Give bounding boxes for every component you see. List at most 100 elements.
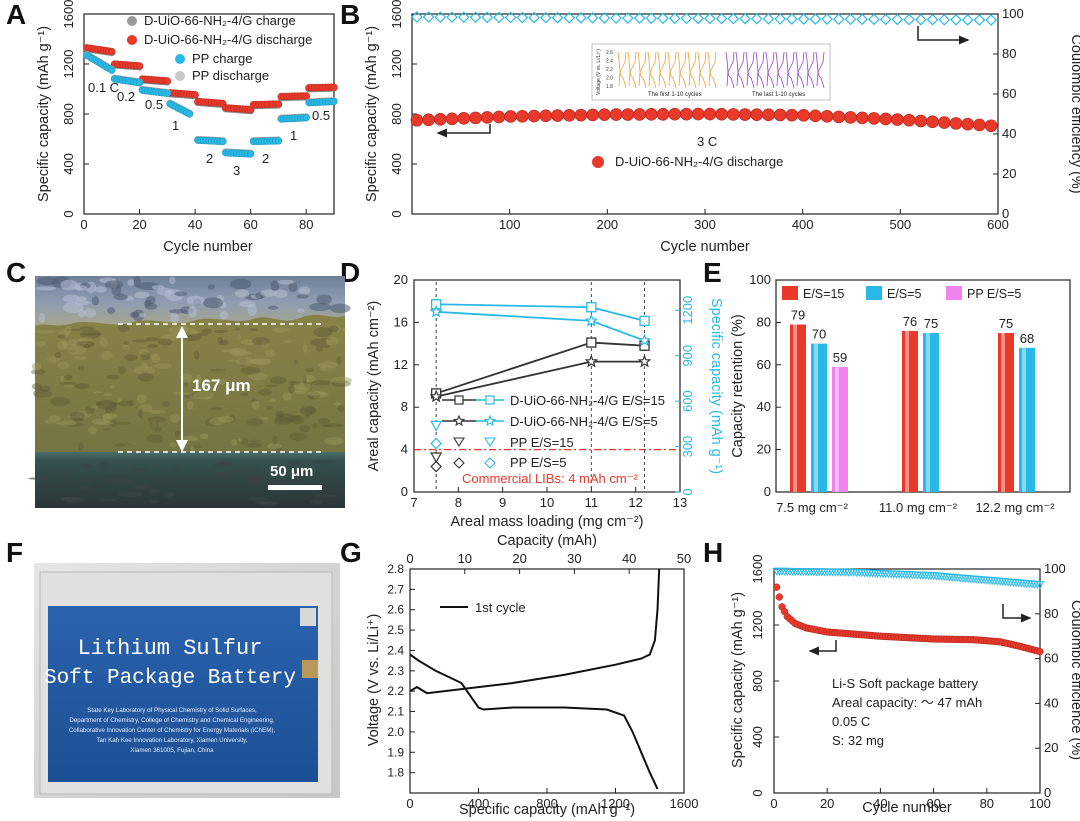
bar-highlight [793,324,797,492]
texture-grain [240,437,249,446]
y-tick-label: 0 [61,210,76,217]
y-tick-label: 40 [757,399,771,414]
chart-b-marks [410,11,998,133]
texture-grain [230,350,253,356]
data-point [469,11,482,24]
texture-grain [220,349,243,353]
texture-grain [47,356,60,363]
y-tick-label: 1.8 [387,766,404,780]
texture-grain [310,380,331,386]
discharge-curve [409,653,659,790]
texture-grain [309,338,327,346]
y-tick-label: 8 [401,399,408,414]
texture-grain [319,364,337,372]
texture-grain [120,442,136,446]
data-point [868,13,880,26]
y-tick-label: 0 [401,484,408,499]
texture-grain [99,337,109,348]
x-tick-label: 80 [299,217,313,232]
texture-grain [334,325,341,333]
texture-grain [235,357,255,366]
texture-grain [310,459,338,465]
texture-grain [212,464,223,468]
panel-label-b: B [340,0,360,30]
data-point [410,113,424,127]
legend-marker [483,414,497,427]
y-tick-label: 0 [389,210,404,217]
texture-grain [58,330,70,338]
texture-grain [139,313,147,318]
x-tick-label: 40 [188,217,202,232]
data-point [1036,647,1044,656]
texture-grain [324,437,344,446]
data-point [527,109,541,123]
texture-grain [154,426,162,432]
inset-curve [815,51,825,89]
data-point [668,107,682,121]
data-point [739,12,751,25]
texture-grain [305,368,314,373]
x2-tick-label: 0 [406,551,413,566]
texture-grain [57,340,69,350]
y2-tick-label: 0 [1002,206,1009,221]
data-point [715,12,728,25]
y-tick-label: 4 [401,442,408,457]
texture-grain [251,397,257,402]
inset-curve [647,51,657,89]
rate-label: 2 [206,151,213,166]
x2-tick-label: 20 [512,551,526,566]
legend-marker [454,395,464,405]
texture-grain [31,362,42,371]
chart-h-xlabel: Cycle number [862,800,952,816]
chart-d-y2label: Specific capacity (mAh g⁻¹) [708,298,724,474]
texture-grain [280,477,302,482]
texture-grain [75,410,92,418]
texture-grain [219,310,229,320]
bar-highlight [835,366,839,492]
y-tick-label: 1600 [389,0,404,28]
texture-grain [122,344,130,350]
rate-label: 0.1 C [88,80,119,95]
data-point [219,137,227,146]
texture-grain [218,415,234,423]
texture-grain [210,368,226,372]
texture-grain [150,353,161,364]
y-tick-label: 2.6 [387,603,404,617]
texture-grain [67,349,78,353]
data-point [609,108,623,121]
data-point [680,107,693,121]
inset-curve [806,51,815,87]
texture-grain [63,385,76,388]
texture-grain [288,380,301,386]
texture-grain [35,340,46,347]
chart-b-axes: 100 200 300 400 500 6000400800120016000204060… [389,0,1024,232]
inset-tick-label: 2.0 [606,76,613,82]
data-point [633,12,646,25]
texture-grain [38,312,46,324]
texture-grain [146,337,160,341]
bar [902,330,918,492]
x-tick-label: 400 [792,217,814,232]
data-point [480,111,494,124]
texture-grain [298,286,311,295]
affiliation-line: Xiamen 361005, Fujian, China [130,747,214,754]
data-point [809,13,822,25]
texture-grain [104,406,112,414]
inset-curve [735,51,745,89]
texture-grain [188,305,197,318]
data-point [191,90,199,99]
x-tick-label: 10 [540,495,554,510]
data-point [727,12,740,25]
x-tick-label: 7.5 mg cm⁻² [776,500,849,515]
x2-tick-label: 50 [677,551,691,566]
data-point [961,117,975,131]
legend-label: E/S=15 [803,287,844,301]
data-point [844,111,857,124]
texture-grain [102,413,118,419]
data-point [637,333,652,347]
inset-curve [648,51,657,87]
data-point [302,92,310,100]
texture-grain [304,382,313,389]
data-point [762,108,775,122]
